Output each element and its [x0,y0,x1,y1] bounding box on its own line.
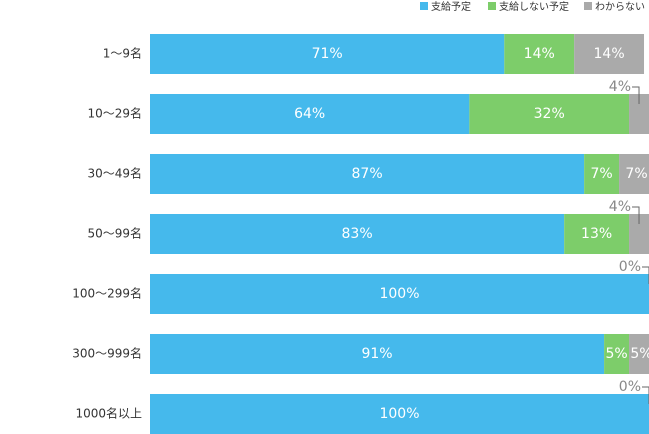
legend-label: わからない [595,1,645,13]
bar-segment [584,154,620,194]
value-label: 100% [379,406,419,422]
value-label: 0% [619,259,641,275]
category-label: 100〜299名 [72,286,142,301]
category-label: 50〜99名 [87,226,142,241]
label-leader [632,206,640,224]
bar-segment [150,394,649,434]
category-label: 300〜999名 [72,346,142,361]
bar-segment [604,334,630,374]
value-label: 0% [619,379,641,395]
value-label: 87% [352,166,383,182]
value-label: 5% [605,346,627,362]
bar-segment [574,34,645,74]
value-label: 7% [625,166,647,182]
bar-segment [564,214,630,254]
bar-segment [150,154,585,194]
label-leader [642,386,649,404]
legend-label: 支給予定 [431,0,471,13]
value-label: 5% [630,346,649,362]
category-label: 1〜9名 [103,46,142,61]
bar-segment [150,274,649,314]
value-label: 7% [590,166,612,182]
bar-segment [619,154,649,194]
value-label: 13% [581,226,612,242]
bar-segment [150,34,505,74]
category-label: 1000名以上 [75,406,142,421]
legend-swatch [488,2,496,10]
label-leader [642,266,649,284]
bar-segment [629,94,649,134]
category-label: 30〜49名 [87,166,142,181]
bar-segment [150,214,565,254]
value-label: 14% [524,46,555,62]
bar-segment [150,94,470,134]
value-label: 64% [294,106,325,122]
value-label: 14% [594,46,625,62]
category-label: 10〜29名 [87,106,142,121]
value-label: 91% [361,346,392,362]
legend-swatch [584,2,592,10]
bar-segment [504,34,575,74]
bar-segment [469,94,630,134]
legend-swatch [420,2,428,10]
label-leader [632,86,640,104]
value-label: 83% [342,226,373,242]
value-label: 32% [534,106,565,122]
value-label: 4% [609,199,631,215]
value-label: 71% [312,46,343,62]
value-label: 4% [609,79,631,95]
legend-label: 支給しない予定 [499,0,569,13]
bar-segment [629,334,649,374]
bar-segment [629,214,649,254]
bar-segment [150,334,605,374]
value-label: 100% [379,286,419,302]
